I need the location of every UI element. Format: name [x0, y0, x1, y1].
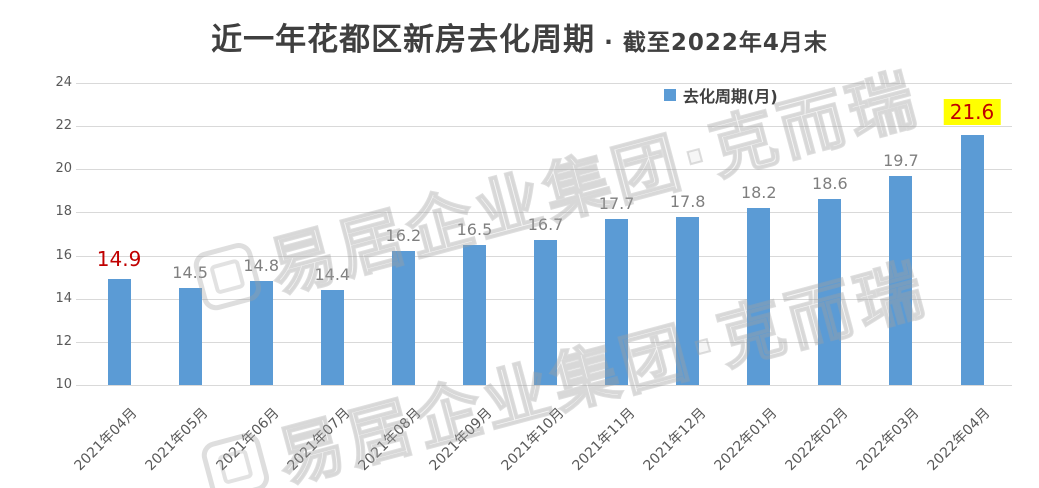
bar-value-label: 17.7 [598, 193, 635, 213]
bar [249, 281, 273, 385]
bar [178, 287, 202, 385]
gridline [76, 212, 1012, 214]
y-axis-label: 12 [55, 333, 72, 349]
bar-value-label: 14.5 [172, 262, 208, 282]
bar [889, 175, 913, 385]
gridline [76, 385, 1012, 386]
bar [320, 290, 344, 385]
bar-value-label: 16.5 [456, 219, 493, 239]
gridline [76, 83, 1012, 84]
legend-label: 去化周期(月) [683, 87, 778, 106]
bar-value-label: 18.2 [740, 183, 777, 203]
bar-value-label: 17.8 [669, 191, 706, 211]
chart-title-main: 近一年花都区新房去化周期 [211, 22, 596, 58]
bar [818, 199, 842, 385]
legend-marker-icon [664, 89, 676, 101]
bar-value-label: 14.9 [96, 247, 142, 272]
bar-value-label: 14.8 [243, 256, 279, 276]
y-axis-label: 20 [55, 161, 72, 177]
y-axis-label: 24 [55, 75, 72, 90]
chart-title-suffix: · 截至2022年4月末 [595, 30, 828, 56]
bar-value-label: 16.2 [385, 226, 422, 246]
bar [391, 251, 415, 385]
y-axis-label: 16 [55, 247, 72, 263]
bar [676, 216, 700, 385]
bar-value-label: 19.7 [883, 150, 919, 170]
chart-title: 近一年花都区新房去化周期 · 截至2022年4月末 [0, 14, 1039, 59]
gridline [76, 169, 1012, 171]
bar [107, 279, 131, 385]
gridline [76, 126, 1012, 128]
bar [462, 244, 486, 385]
bar [534, 240, 558, 385]
bar [747, 208, 771, 385]
y-axis-label: 14 [55, 290, 72, 306]
bar [960, 134, 984, 385]
bar-value-label: 16.7 [527, 215, 564, 235]
y-axis-label: 10 [55, 377, 72, 392]
bar-value-label: 18.6 [812, 174, 848, 194]
bar-value-label: 14.4 [314, 265, 351, 285]
y-axis-label: 18 [55, 204, 72, 220]
legend: 去化周期(月) [664, 83, 778, 107]
bar-value-label: 21.6 [943, 98, 1001, 125]
y-axis-label: 22 [55, 118, 72, 134]
bar [605, 218, 629, 385]
